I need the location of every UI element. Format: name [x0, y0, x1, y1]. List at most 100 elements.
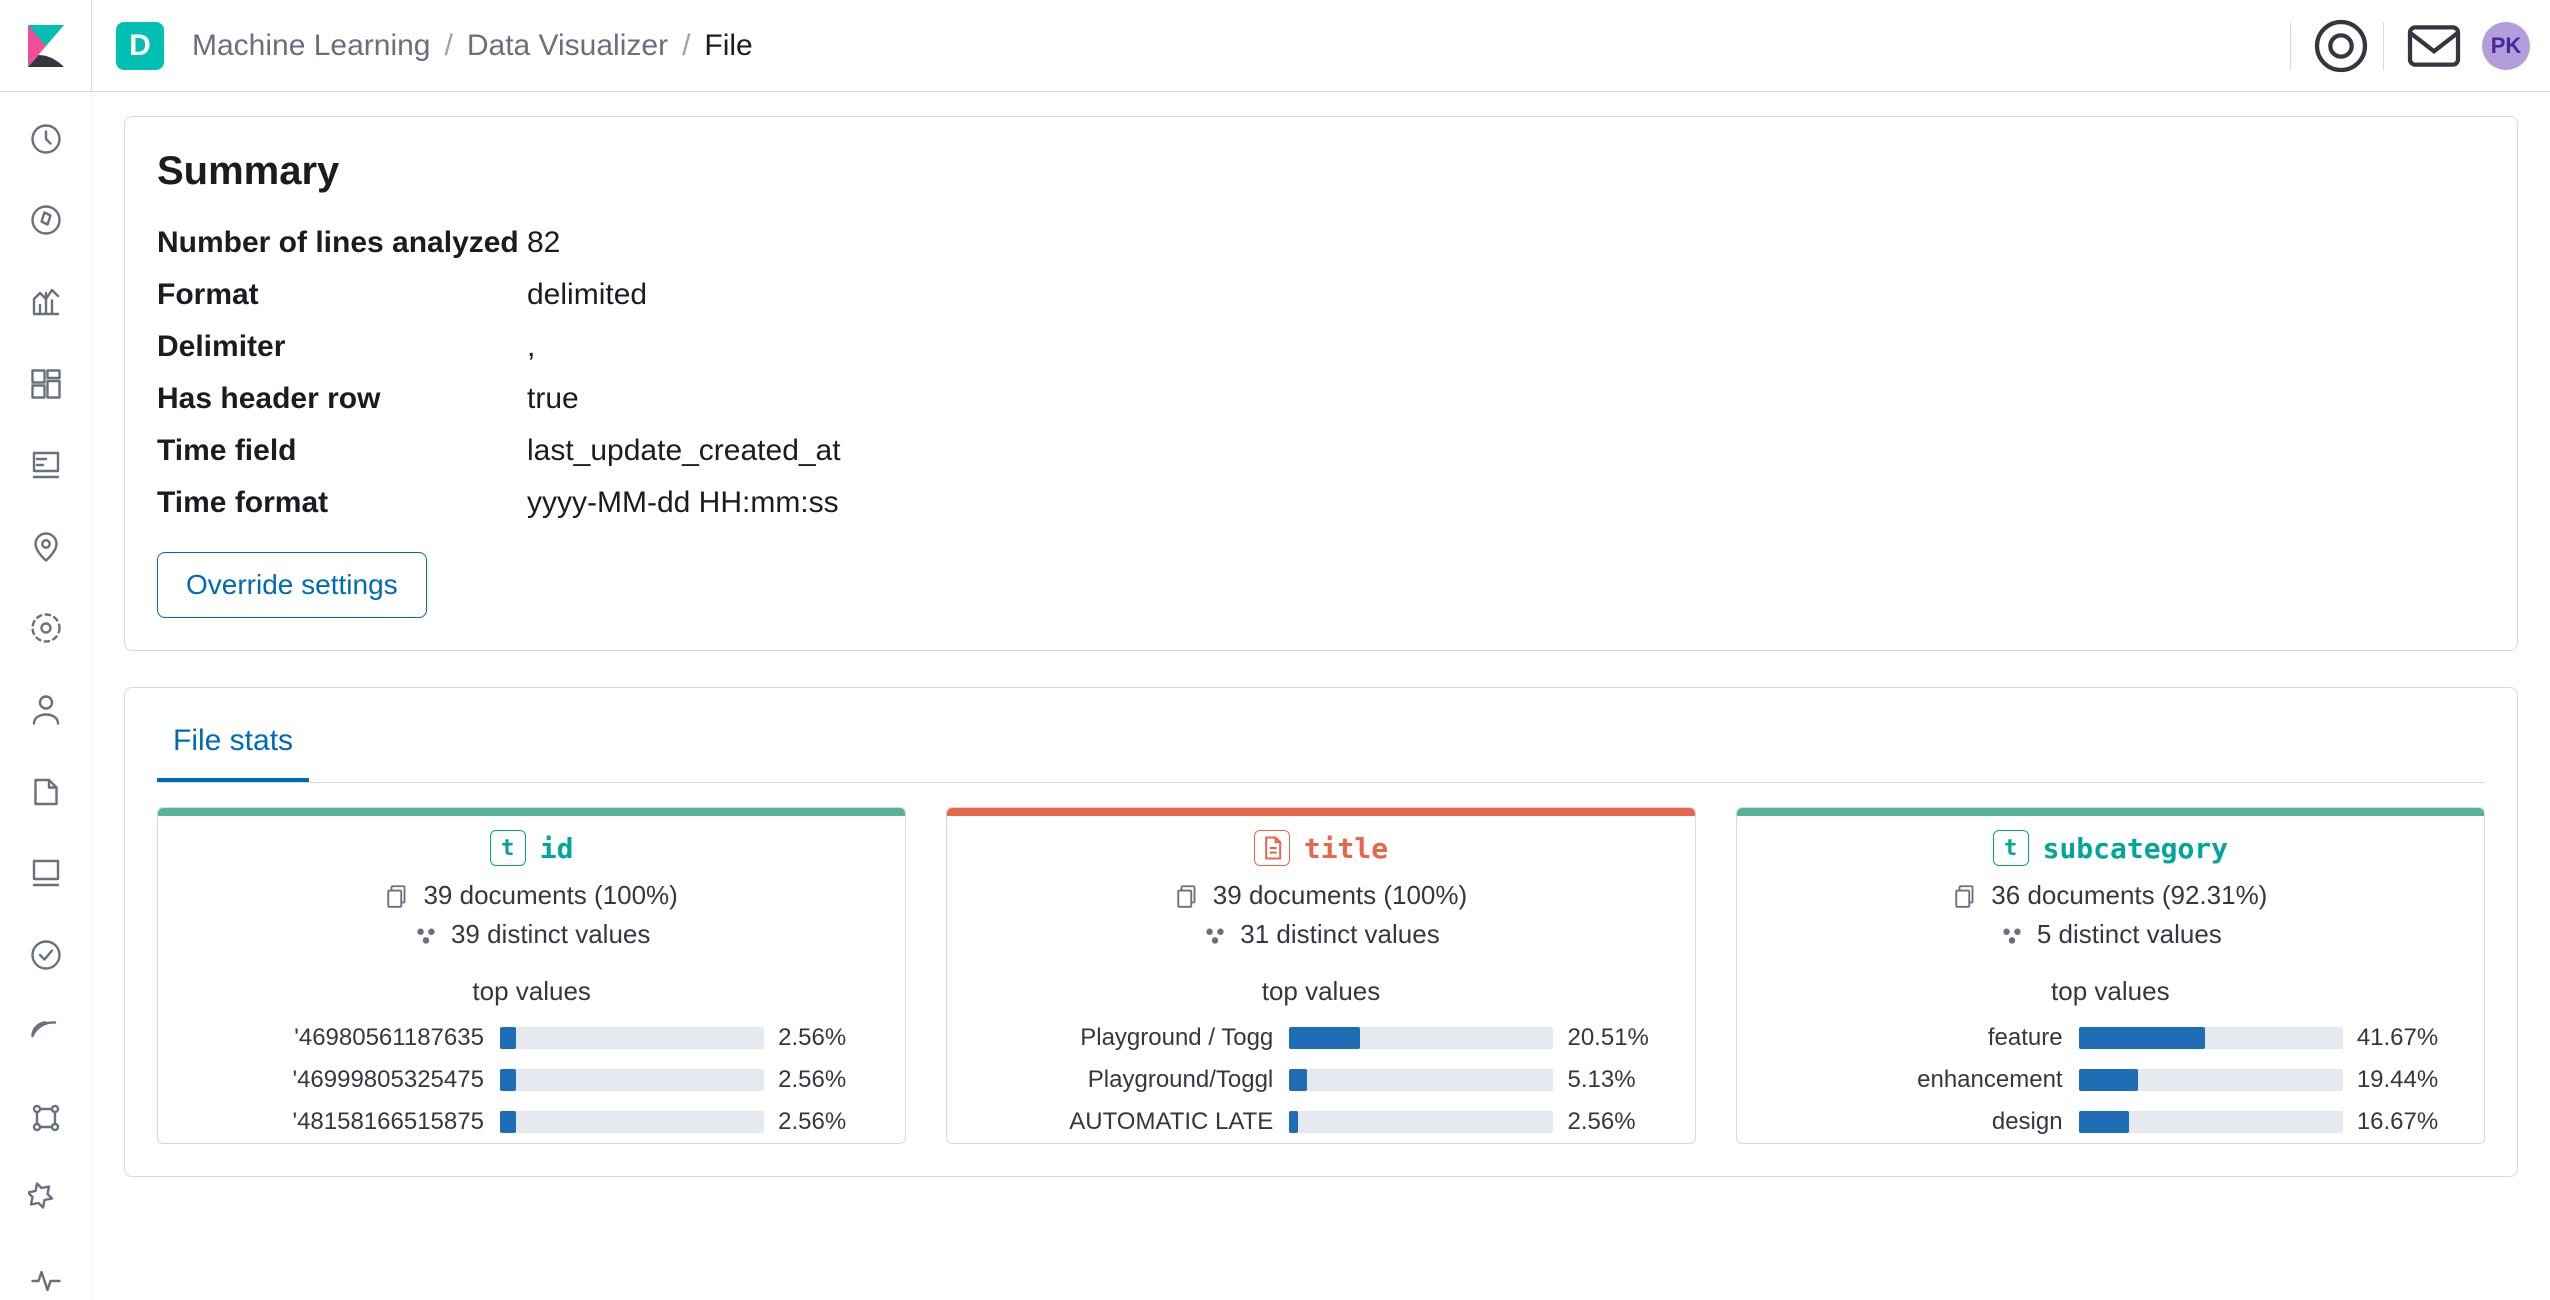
top-value-row: '481581665158752.56% — [184, 1101, 879, 1143]
field-card[interactable]: tid 39 documents (100%) 39 distinct values… — [157, 807, 906, 1144]
summary-panel: Summary Number of lines analyzed82Format… — [124, 116, 2518, 651]
top-value-row: '469998053254752.56% — [184, 1059, 879, 1101]
mail-icon[interactable] — [2402, 14, 2466, 78]
top-value-pct: 5.13% — [1563, 1066, 1688, 1094]
maps-icon[interactable] — [26, 528, 66, 566]
field-name: subcategory — [2043, 832, 2228, 865]
summary-value: true — [527, 382, 2485, 416]
summary-key: Has header row — [157, 382, 527, 416]
newsfeed-icon[interactable] — [2309, 14, 2373, 78]
override-settings-button[interactable]: Override settings — [157, 552, 427, 618]
devtools-icon[interactable] — [26, 1181, 66, 1219]
file-stats-panel: File stats tid39 documents (100%)39 dist… — [124, 687, 2518, 1177]
top-value-label: design — [1763, 1108, 2069, 1136]
top-value-row: '469805611876352.56% — [184, 1017, 879, 1059]
summary-key: Delimiter — [157, 330, 527, 364]
top-value-pct: 2.56% — [1563, 1108, 1688, 1136]
top-value-row: design16.67% — [1763, 1101, 2458, 1143]
breadcrumbs: Machine Learning/Data Visualizer/File — [192, 29, 753, 63]
graph-icon[interactable] — [26, 1099, 66, 1137]
monitoring-icon[interactable] — [26, 1262, 66, 1300]
kibana-logo[interactable] — [0, 0, 92, 92]
summary-key: Time field — [157, 434, 527, 468]
breadcrumb-item[interactable]: Data Visualizer — [467, 29, 668, 63]
top-value-bar — [1289, 1111, 1553, 1133]
top-value-row: Playground / Togg20.51% — [973, 1017, 1668, 1059]
top-value-bar — [500, 1111, 764, 1133]
top-value-pct: 19.44% — [2353, 1066, 2478, 1094]
summary-key: Format — [157, 278, 527, 312]
top-values-title: top values — [2051, 976, 2170, 1007]
documents-count: 36 documents (92.31%) — [1953, 880, 2267, 911]
summary-value: , — [527, 330, 2485, 364]
top-value-bar — [500, 1027, 764, 1049]
breadcrumb-separator: / — [445, 29, 453, 63]
summary-value: yyyy-MM-dd HH:mm:ss — [527, 486, 2485, 520]
tab-file-stats[interactable]: File stats — [157, 688, 309, 782]
field-card[interactable]: t subcategory 36 documents (92.31%) 5 disti… — [1736, 807, 2485, 1144]
top-value-label: '46999805325475 — [184, 1066, 490, 1094]
top-value-row: Playground/Toggl5.13% — [973, 1059, 1668, 1101]
left-nav — [0, 92, 92, 1300]
text-type-icon: t — [490, 830, 526, 866]
breadcrumb-item[interactable]: Machine Learning — [192, 29, 431, 63]
breadcrumb-separator: / — [682, 29, 690, 63]
top-values-list: '469805611876352.56%'469998053254752.56%… — [174, 1017, 889, 1143]
field-name: id — [540, 832, 574, 865]
tab-file-stats-label: File stats — [173, 724, 293, 757]
documents-count: 39 documents (100%) — [385, 880, 677, 911]
document-type-icon — [1254, 830, 1290, 866]
card-stripe — [158, 808, 905, 816]
infra-icon[interactable] — [26, 691, 66, 729]
field-card[interactable]: title 39 documents (100%) 31 distinct valu… — [946, 807, 1695, 1144]
logs-icon[interactable] — [26, 773, 66, 811]
top-value-row: enhancement19.44% — [1763, 1059, 2458, 1101]
ml-icon[interactable] — [26, 610, 66, 648]
user-avatar[interactable]: PK — [2482, 22, 2530, 70]
summary-grid: Number of lines analyzed82Formatdelimite… — [157, 226, 2485, 520]
uptime-icon[interactable] — [26, 936, 66, 974]
siem-icon[interactable] — [26, 1018, 66, 1056]
top-value-label: '46980561187635 — [184, 1024, 490, 1052]
top-value-label: AUTOMATIC LATE — [973, 1108, 1279, 1136]
top-value-row: AUTOMATIC LATE2.56% — [973, 1101, 1668, 1143]
summary-key: Time format — [157, 486, 527, 520]
summary-value: delimited — [527, 278, 2485, 312]
top-value-bar — [2079, 1027, 2343, 1049]
tabs: File stats — [157, 688, 2485, 783]
top-values-title: top values — [1262, 976, 1381, 1007]
top-value-row: feature41.67% — [1763, 1017, 2458, 1059]
summary-title: Summary — [157, 149, 2485, 194]
top-value-bar — [2079, 1111, 2343, 1133]
top-value-pct: 2.56% — [774, 1024, 899, 1052]
top-value-pct: 41.67% — [2353, 1024, 2478, 1052]
avatar-initials: PK — [2491, 33, 2522, 59]
documents-count: 39 documents (100%) — [1175, 880, 1467, 911]
discover-icon[interactable] — [26, 202, 66, 240]
top-value-label: Playground/Toggl — [973, 1066, 1279, 1094]
text-type-icon: t — [1993, 830, 2029, 866]
field-name: title — [1304, 832, 1388, 865]
summary-value: 82 — [527, 226, 2485, 260]
top-value-label: '48158166515875 — [184, 1108, 490, 1136]
card-stripe — [1737, 808, 2484, 816]
dashboard-icon[interactable] — [26, 365, 66, 403]
apm-icon[interactable] — [26, 854, 66, 892]
topbar: D Machine Learning/Data Visualizer/File … — [0, 0, 2550, 92]
visualize-icon[interactable] — [26, 283, 66, 321]
top-value-bar — [2079, 1069, 2343, 1091]
field-cards: tid39 documents (100%)39 distinct values… — [157, 807, 2485, 1144]
distinct-count: 5 distinct values — [1999, 919, 2222, 950]
top-values-list: Playground / Togg20.51%Playground/Toggl5… — [963, 1017, 1678, 1143]
top-value-label: feature — [1763, 1024, 2069, 1052]
top-value-bar — [1289, 1069, 1553, 1091]
distinct-count: 31 distinct values — [1202, 919, 1439, 950]
top-value-pct: 16.67% — [2353, 1108, 2478, 1136]
space-switcher[interactable]: D — [116, 22, 164, 70]
distinct-count: 39 distinct values — [413, 919, 650, 950]
top-value-pct: 2.56% — [774, 1108, 899, 1136]
card-stripe — [947, 808, 1694, 816]
override-settings-label: Override settings — [186, 569, 398, 600]
recent-icon[interactable] — [26, 120, 66, 158]
canvas-icon[interactable] — [26, 446, 66, 484]
